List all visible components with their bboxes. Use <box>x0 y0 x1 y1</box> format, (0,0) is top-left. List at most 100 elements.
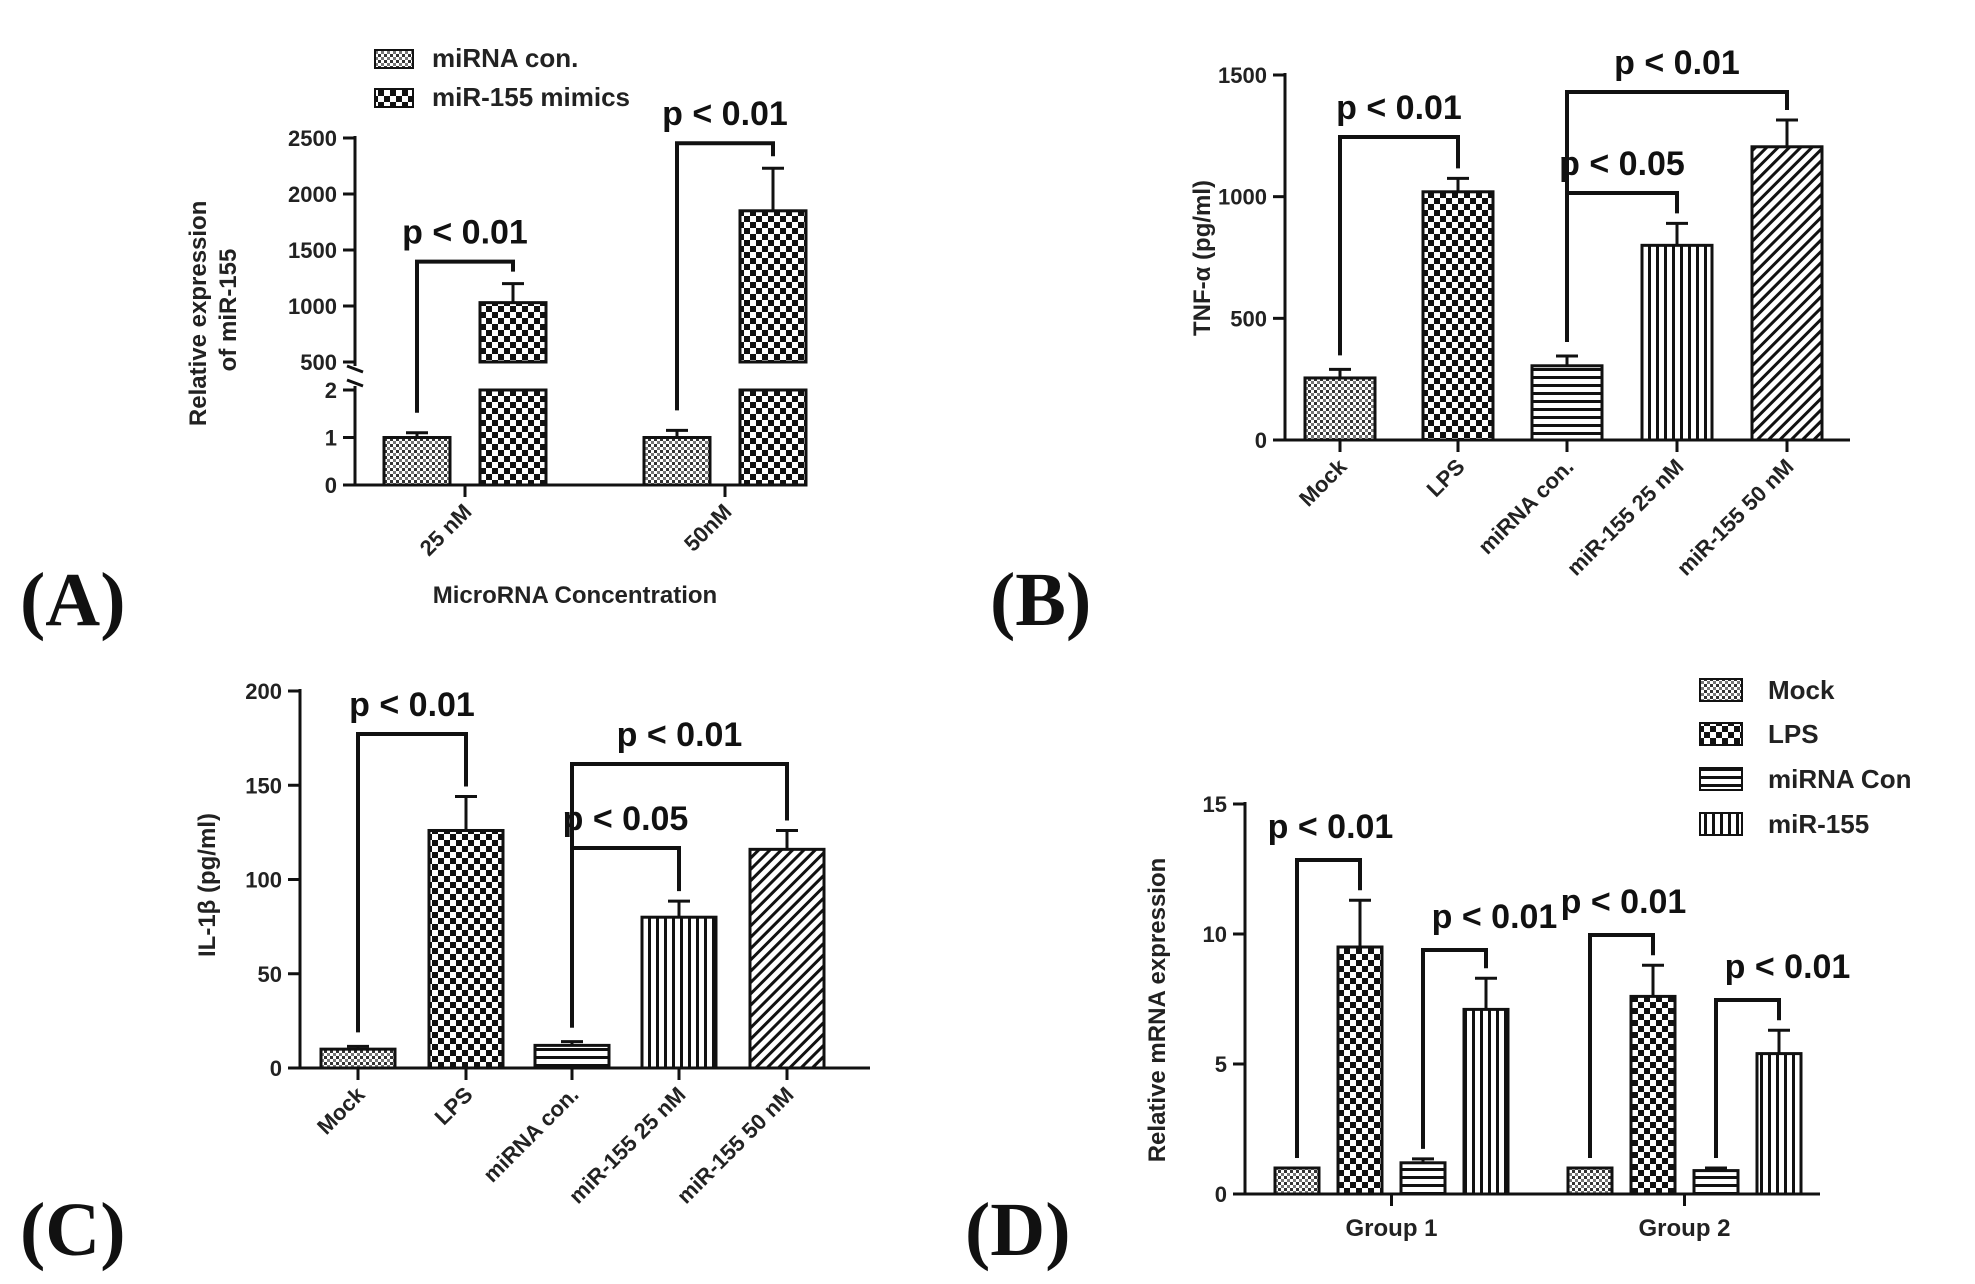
ytick-label: 1000 <box>1218 185 1267 210</box>
legend-swatch-mirna-con <box>374 49 414 69</box>
panel-a-sig-1-bracket <box>675 141 775 411</box>
panel-a-ytick-label: 1 <box>325 426 337 451</box>
panel-c-ylabel: IL-1β (pg/ml) <box>194 813 221 957</box>
panel-a-xtick-label: 50nM <box>679 499 736 556</box>
panel-b-sig-0-label: p < 0.01 <box>1336 89 1462 127</box>
ytick-label: 1500 <box>1218 63 1267 88</box>
panel-c-sig-0-label: p < 0.01 <box>349 686 475 724</box>
xtick-label: miRNA con. <box>1473 454 1578 559</box>
panel-a-ytick-label: 2000 <box>288 182 337 207</box>
ytick-label: 0 <box>1215 1182 1227 1207</box>
ytick-label: 150 <box>245 773 282 798</box>
panel-a-axis-break-mark-upper <box>346 364 364 374</box>
legend-swatch-lps <box>1699 722 1743 746</box>
panel-a-ylabel-line1: Relative expression <box>185 201 212 426</box>
bar-Mock-Group 1 <box>1273 1166 1321 1196</box>
panel-a-ylabel: Relative expression of miR-155 <box>185 194 242 426</box>
bar-miR-155 mimics-50nM-lower <box>738 388 808 487</box>
panel-a-axis-break-gap <box>476 364 550 388</box>
bar-miR-155 mimics-25 nM-lower <box>478 388 548 487</box>
panel-d-legend: Mock LPS miRNA Con miR-155 <box>1699 675 1911 839</box>
xtick-label: Mock <box>1294 453 1352 511</box>
panel-a: Relative expression of miR-155 MicroRNA … <box>20 43 810 642</box>
xtick-label: miR-155 50 nM <box>672 1082 799 1209</box>
xtick-label: Mock <box>312 1081 370 1139</box>
bar-miR-155 mimics-25 nM-upper <box>478 301 548 364</box>
bar-miRNA con. <box>533 1043 611 1070</box>
bar-miR-155-Group 1 <box>1462 1007 1510 1196</box>
legend-label-mirna-con: miRNA con. <box>432 43 578 73</box>
ytick-label: 15 <box>1203 792 1227 817</box>
bar-miRNA Con-Group 1 <box>1399 1161 1447 1196</box>
panel-a-xlabel: MicroRNA Concentration <box>433 582 717 609</box>
panel-a-ytick-label: 2 <box>325 378 337 403</box>
bar-miR-155 50 nM <box>1750 145 1824 442</box>
bar-LPS-Group 1 <box>1336 945 1384 1196</box>
panel-a-sig-0-label: p < 0.01 <box>402 214 528 252</box>
bar-Mock-Group 2 <box>1566 1166 1614 1196</box>
xtick-label: Group 1 <box>1345 1215 1437 1242</box>
legend-swatch-mirna-con <box>1699 767 1743 791</box>
legend-label-mir155: miR-155 <box>1768 809 1869 839</box>
panel-d: Relative mRNA expression (D) Mock LPS mi… <box>965 675 1911 1272</box>
bar-miRNA con. <box>1530 364 1604 442</box>
xtick-label: Group 2 <box>1638 1215 1730 1242</box>
panel-d-sig-2-label: p < 0.01 <box>1561 883 1687 921</box>
legend-swatch-mir155 <box>1699 812 1743 836</box>
legend-label-lps: LPS <box>1768 719 1819 749</box>
xtick-label: miR-155 25 nM <box>564 1082 691 1209</box>
ytick-label: 5 <box>1215 1052 1227 1077</box>
bar-miRNA Con-Group 2 <box>1692 1169 1740 1196</box>
panel-d-sig-0-bracket <box>1295 858 1362 1158</box>
panel-label-c: (C) <box>20 1188 126 1272</box>
panel-a-axis-break-gap <box>736 364 810 388</box>
panel-b-sig-2-bracket <box>1565 90 1789 343</box>
bar-miR-155-Group 2 <box>1755 1052 1803 1196</box>
panel-a-ytick-label: 1500 <box>288 238 337 263</box>
panel-b-sig-0-bracket <box>1338 135 1460 356</box>
bar-LPS <box>1421 190 1495 442</box>
panel-d-ylabel: Relative mRNA expression <box>1144 858 1171 1163</box>
bar-miR-155 25 nM <box>640 915 718 1070</box>
ytick-label: 100 <box>245 868 282 893</box>
bar-miRNA con.-25 nM <box>382 436 452 487</box>
bar-LPS-Group 2 <box>1629 994 1677 1196</box>
panel-b-plot: 0 500 1000 1500 Mock LPS miRNA con.miR-155 25 … <box>1218 44 1850 580</box>
ytick-label: 0 <box>1255 428 1267 453</box>
legend-label-mir155-mimics: miR-155 mimics <box>432 82 630 112</box>
panel-a-ytick-label: 0 <box>325 473 337 498</box>
panel-d-sig-1-bracket <box>1421 948 1488 1149</box>
panel-a-ylabel-line2: of miR-155 <box>215 249 242 372</box>
bar-Mock <box>319 1047 397 1070</box>
bar-miR-155 50 nM <box>748 847 826 1070</box>
panel-c-sig-0-bracket <box>356 732 468 1033</box>
xtick-label: LPS <box>430 1082 478 1130</box>
xtick-label: miRNA con. <box>478 1082 583 1187</box>
ytick-label: 500 <box>1230 306 1267 331</box>
bar-miR-155 mimics-50nM-upper <box>738 209 808 364</box>
ytick-label: 200 <box>245 679 282 704</box>
panel-label-d: (D) <box>965 1188 1071 1272</box>
panel-c-sig-1-label: p < 0.05 <box>563 800 689 838</box>
panel-d-sig-3-label: p < 0.01 <box>1725 948 1851 986</box>
panel-a-ytick-label: 1000 <box>288 294 337 319</box>
panel-d-sig-3-bracket <box>1714 998 1781 1158</box>
panel-label-b: (B) <box>990 558 1091 642</box>
bar-LPS <box>427 828 505 1070</box>
panel-c-plot: 0 50 100 150 200 Mock LPS miRNA con.miR-155 25 … <box>245 679 870 1208</box>
panel-d-sig-2-bracket <box>1588 933 1655 1158</box>
panel-c-sig-2-bracket <box>570 762 789 1028</box>
panel-b-sig-2-label: p < 0.01 <box>1614 44 1740 82</box>
panel-b-sig-1-label: p < 0.05 <box>1559 145 1685 183</box>
legend-swatch-mock <box>1699 678 1743 702</box>
panel-d-sig-1-label: p < 0.01 <box>1432 898 1558 936</box>
panel-d-sig-0-label: p < 0.01 <box>1268 808 1394 846</box>
panel-a-legend: miRNA con. miR-155 mimics <box>374 43 630 112</box>
panel-a-xtick-label: 25 nM <box>415 499 477 561</box>
xtick-label: miR-155 25 nM <box>1562 454 1689 581</box>
panel-c-sig-2-label: p < 0.01 <box>617 716 743 754</box>
